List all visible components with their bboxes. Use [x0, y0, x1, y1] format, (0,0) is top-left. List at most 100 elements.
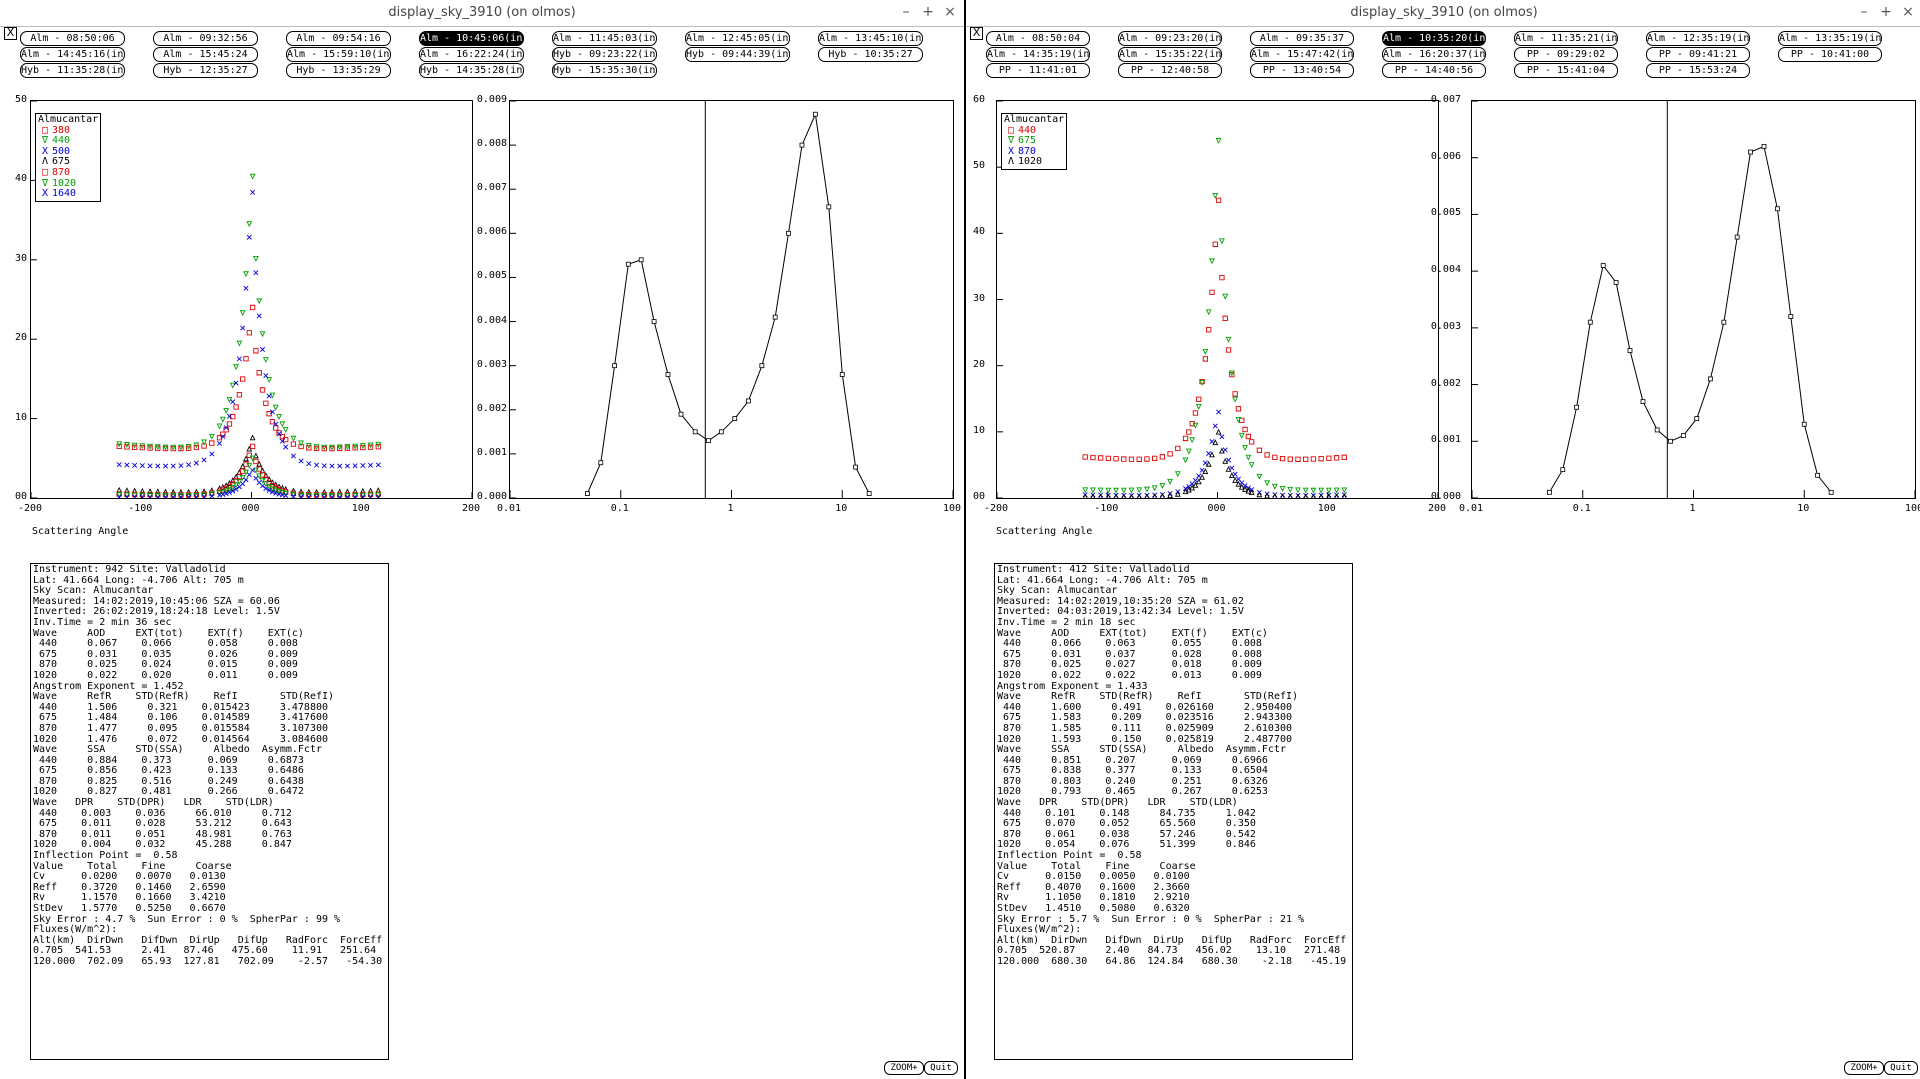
scan-button[interactable]: Alm - 13:35:19(in)	[1778, 31, 1882, 46]
data-point-440	[185, 443, 192, 450]
quit-button[interactable]: Quit	[1884, 1061, 1918, 1075]
title-bar[interactable]: display_sky_3910 (on olmos) – + ×	[0, 0, 964, 27]
data-point-675	[1235, 416, 1242, 423]
info-line: Sky Error : 4.7 % Sun Error : 0 % SpherP…	[33, 913, 341, 925]
scan-button[interactable]: PP - 09:29:02	[1514, 47, 1618, 62]
scan-button[interactable]: Alm - 10:35:20(in)	[1382, 31, 1486, 46]
data-point-440	[1167, 451, 1173, 457]
data-point-500	[217, 440, 223, 446]
scan-button[interactable]: Alm - 09:32:56	[153, 31, 258, 46]
data-point-1020	[246, 462, 253, 469]
info-line: 440 0.851 0.207 0.069 0.6966	[997, 754, 1268, 766]
scan-button[interactable]: Hyb - 11:35:28(in)	[20, 63, 125, 78]
data-point-500	[240, 325, 246, 331]
scan-button[interactable]: Hyb - 09:23:22(in)	[552, 47, 657, 62]
quit-button[interactable]: Quit	[924, 1061, 958, 1075]
data-point-440	[239, 310, 246, 317]
scan-button[interactable]: Hyb - 15:35:30(in)	[552, 63, 657, 78]
scan-button[interactable]: PP - 14:40:56	[1382, 63, 1486, 78]
scan-button[interactable]: PP - 10:41:00	[1778, 47, 1882, 62]
scan-button[interactable]: Alm - 15:59:10(in)	[286, 47, 391, 62]
data-point-440	[1264, 452, 1270, 458]
scan-button[interactable]: PP - 09:41:21	[1646, 47, 1750, 62]
size-point	[1680, 433, 1686, 439]
tick-label: 0.007	[476, 182, 507, 194]
data-point-440	[162, 444, 169, 451]
scan-button[interactable]: Hyb - 09:44:39(in)	[685, 47, 790, 62]
scan-button[interactable]: Alm - 15:35:22(in)	[1118, 47, 1222, 62]
info-line: 1020 0.054 0.076 51.399 0.846	[997, 839, 1256, 851]
data-point-380	[236, 392, 243, 398]
data-point-1640	[162, 494, 169, 500]
data-point-1020	[1242, 486, 1248, 492]
data-point-500	[321, 463, 327, 469]
size-point	[692, 429, 698, 435]
scan-button[interactable]: Hyb - 13:35:29	[286, 63, 391, 78]
data-point-500	[209, 451, 215, 457]
tick-label: 0.006	[1430, 150, 1461, 162]
scan-button[interactable]: Alm - 13:45:10(in)	[818, 31, 923, 46]
close-box-icon[interactable]: X	[970, 27, 983, 40]
data-point-440	[359, 443, 366, 450]
info-line: Instrument: 942 Site: Valladolid	[33, 564, 226, 575]
scan-button[interactable]: Alm - 09:54:16	[286, 31, 391, 46]
legend-symbol-icon: □	[41, 166, 49, 178]
info-line: Value Total Fine Coarse	[997, 860, 1196, 872]
size-point	[665, 372, 671, 377]
data-point-380	[139, 444, 146, 451]
info-line: 675 0.031 0.035 0.026 0.009	[33, 648, 298, 660]
data-point-500	[132, 462, 138, 468]
tick-label: -100	[128, 503, 153, 514]
scan-button[interactable]: PP - 15:53:24	[1646, 63, 1750, 78]
close-box-icon[interactable]: X	[4, 27, 17, 40]
info-line: 870 0.803 0.240 0.251 0.6326	[997, 775, 1268, 787]
maximize-button[interactable]: +	[1880, 4, 1892, 20]
scan-button[interactable]: Alm - 15:45:24	[153, 47, 258, 62]
scan-button[interactable]: Alm - 08:50:06	[20, 31, 125, 46]
scan-button[interactable]: Alm - 14:45:16(in)	[20, 47, 125, 62]
scan-button[interactable]: Alm - 12:45:05(in)	[685, 31, 790, 46]
legend-symbol-icon: X	[41, 145, 49, 157]
scan-button[interactable]: Hyb - 10:35:27	[818, 47, 923, 62]
scan-button[interactable]: Hyb - 12:35:27	[153, 63, 258, 78]
info-line: Measured: 14:02:2019,10:45:06 SZA = 60.0…	[33, 595, 280, 607]
data-point-675	[193, 488, 200, 495]
scan-button[interactable]: PP - 11:41:01	[986, 63, 1090, 78]
scan-button[interactable]: Alm - 14:35:19(in)	[986, 47, 1090, 62]
scan-button[interactable]: PP - 13:40:54	[1250, 63, 1354, 78]
title-bar[interactable]: display_sky_3910 (on olmos) – + ×	[966, 0, 1920, 27]
scan-button[interactable]: Alm - 11:45:03(in)	[552, 31, 657, 46]
minimize-button[interactable]: –	[902, 4, 910, 20]
scan-button[interactable]: Alm - 09:23:20(in)	[1118, 31, 1222, 46]
scan-button[interactable]: Alm - 10:45:06(in)	[419, 31, 524, 46]
minimize-button[interactable]: –	[1860, 4, 1868, 20]
data-point-1020	[367, 492, 374, 499]
size-point	[1654, 427, 1660, 433]
scan-button[interactable]: Alm - 15:47:42(in)	[1250, 47, 1354, 62]
legend-symbol-icon: X	[1007, 145, 1015, 157]
maximize-button[interactable]: +	[922, 4, 934, 20]
scan-button[interactable]: Alm - 08:50:04	[986, 31, 1090, 46]
scan-button[interactable]: Alm - 16:20:37(in)	[1382, 47, 1486, 62]
legend-label: 440	[1018, 124, 1037, 136]
scan-button[interactable]: Alm - 11:35:21(in)	[1514, 31, 1618, 46]
data-point-675	[1151, 485, 1158, 492]
data-point-1640	[223, 491, 229, 497]
zoom-button[interactable]: ZOOM+	[884, 1061, 924, 1075]
data-point-440	[375, 441, 382, 448]
close-button[interactable]: ×	[944, 4, 956, 20]
size-point	[1547, 489, 1552, 495]
scan-button[interactable]: Hyb - 14:35:28(in)	[419, 63, 524, 78]
close-button[interactable]: ×	[1902, 4, 1914, 20]
data-point-675	[1242, 445, 1248, 452]
zoom-button[interactable]: ZOOM+	[1844, 1061, 1884, 1075]
legend-symbol-icon: X	[41, 188, 49, 200]
scan-button[interactable]: PP - 12:40:58	[1118, 63, 1222, 78]
scan-button[interactable]: Alm - 16:22:24(in)	[419, 47, 524, 62]
scan-button[interactable]: Alm - 09:35:37	[1250, 31, 1354, 46]
data-point-440	[1326, 455, 1332, 461]
scan-button[interactable]: Alm - 12:35:19(in)	[1646, 31, 1750, 46]
scan-button[interactable]: PP - 15:41:04	[1514, 63, 1618, 78]
info-line: Reff 0.4070 0.1600 2.3660	[997, 881, 1190, 893]
info-line: 870 0.011 0.051 48.981 0.763	[33, 828, 292, 840]
